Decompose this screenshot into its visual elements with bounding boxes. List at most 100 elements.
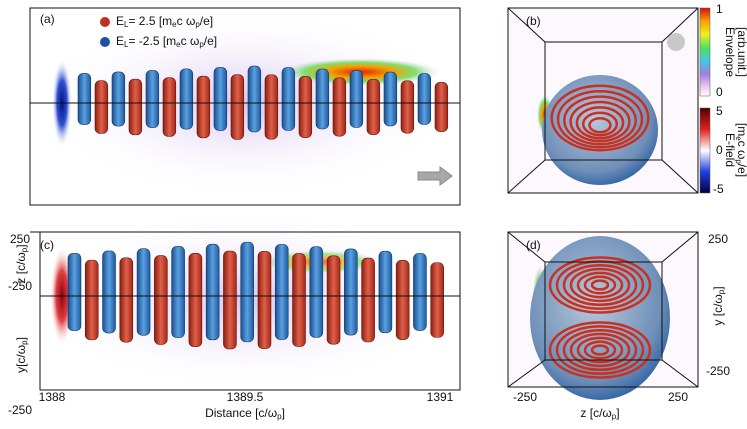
- field-slabs: [67, 241, 444, 350]
- label-part: [m: [735, 123, 747, 136]
- field-ring: [590, 344, 610, 356]
- frame: [507, 231, 699, 388]
- field-slab: [196, 75, 211, 139]
- subscript: L: [124, 20, 129, 29]
- legend-marker: [100, 17, 110, 27]
- subscript: L: [124, 40, 129, 49]
- field-slab: [154, 255, 168, 345]
- field-ring: [548, 321, 652, 379]
- field-slab: [77, 73, 92, 125]
- subscript: p: [277, 412, 282, 421]
- subscript: p: [195, 20, 200, 29]
- label-part: c ω: [177, 14, 196, 28]
- field-ring: [581, 111, 619, 137]
- field-ring: [556, 89, 644, 149]
- field-ring: [576, 336, 624, 364]
- frame: [29, 7, 461, 206]
- field-slab: [111, 71, 126, 127]
- field-slab: [430, 262, 444, 338]
- colorbar-tick: -5: [713, 182, 724, 196]
- label-part: y[c/ω: [14, 345, 28, 373]
- field-slab: [332, 77, 347, 137]
- subscript: e: [172, 20, 177, 29]
- panel-b: (b): [507, 7, 699, 194]
- colorbar-envelope: [699, 7, 711, 97]
- field-slab: [171, 246, 185, 338]
- subscript: p: [20, 340, 29, 345]
- panel-label: (c): [40, 238, 54, 252]
- subscript: p: [734, 159, 743, 164]
- field-ring: [576, 271, 624, 299]
- field-ring: [550, 84, 650, 152]
- field-ring: [569, 267, 631, 303]
- label-part: /e]: [735, 164, 747, 177]
- subscript: e: [734, 136, 743, 141]
- field-slab: [383, 71, 398, 127]
- field-slab: [145, 70, 160, 128]
- legend-text: EL= 2.5 [mec ωp/e]: [116, 14, 213, 29]
- panel-label: (d): [526, 238, 541, 252]
- field-slab: [395, 260, 410, 340]
- field-ring: [569, 332, 631, 368]
- field-slab: [315, 68, 330, 130]
- field-slab: [413, 253, 427, 331]
- field-slab: [128, 78, 143, 136]
- field-slab: [400, 80, 415, 134]
- y-tick-label: -250: [8, 403, 32, 417]
- x-axis-label: Distance [c/ωp]: [205, 406, 285, 421]
- field-slab: [366, 79, 381, 135]
- field-slab: [119, 257, 134, 343]
- x-tick-label: 1389.5: [227, 390, 264, 404]
- colorbar-unit: [mec ωp/e]: [734, 123, 747, 177]
- y-tick-label: -250: [706, 364, 730, 378]
- label-part: Distance [c/ω: [205, 406, 277, 420]
- colorbar-unit: [arb.unit.]: [735, 27, 747, 77]
- colorbar-tick: 0: [716, 85, 723, 99]
- field-slab: [223, 250, 237, 350]
- field-ring: [563, 95, 637, 146]
- field-ring: [590, 279, 610, 291]
- z-axis-label: z [c/ωp]: [14, 244, 29, 283]
- label-part: ]: [14, 337, 28, 340]
- label-part: ]: [711, 286, 725, 289]
- field-ring: [569, 100, 631, 143]
- x-axis-label: z [c/ωp]: [580, 406, 619, 421]
- x-tick-label: 1391: [427, 390, 454, 404]
- subscript: e: [176, 40, 181, 49]
- direction-arrow: [417, 166, 453, 186]
- label-part: c ω: [181, 34, 200, 48]
- label-part: y [c/ω: [711, 294, 725, 325]
- label-part: z [c/ω: [14, 252, 28, 283]
- y-axis-label: y [c/ωp]: [711, 286, 726, 325]
- field-ring: [548, 256, 652, 314]
- field-slabs: [77, 65, 449, 140]
- field-slab: [67, 252, 82, 332]
- field-slab: [344, 248, 358, 336]
- legend-text: EL= -2.5 [mec ωp/e]: [116, 34, 217, 49]
- field-ring: [583, 340, 617, 360]
- sphere: [530, 236, 670, 400]
- field-ring: [588, 116, 612, 134]
- field-slab: [349, 70, 364, 128]
- label-part: = -2.5 [m: [128, 34, 176, 48]
- field-ring: [583, 275, 617, 295]
- field-ring: [575, 106, 625, 140]
- field-slab: [281, 67, 296, 131]
- field-slab: [274, 244, 289, 340]
- field-slab: [257, 250, 272, 350]
- z-tick-label: -250: [8, 279, 32, 293]
- field-slab: [102, 250, 116, 334]
- field-slab: [240, 241, 254, 343]
- y-axis-label: y[c/ωp]: [14, 337, 29, 373]
- subscript: p: [717, 289, 726, 294]
- field-ring: [555, 260, 645, 310]
- colorbar-title: E-field: [723, 133, 737, 167]
- panel-a: (a) EL= 2.5 [mec ωp/e] EL= -2.5 [mec ωp/…: [29, 7, 461, 206]
- label-part: z [c/ω: [580, 406, 611, 420]
- field-slab: [188, 252, 203, 348]
- subscript: p: [612, 412, 617, 421]
- frame: [30, 231, 461, 391]
- field-slab: [361, 257, 375, 343]
- field-slab: [136, 248, 151, 336]
- panel-c: (c): [30, 210, 461, 391]
